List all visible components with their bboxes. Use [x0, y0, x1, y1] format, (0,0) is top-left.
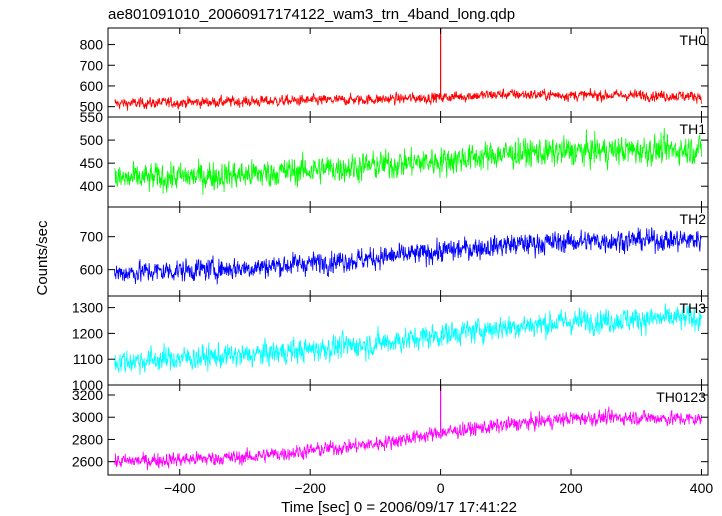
y-tick-label: 3200	[72, 387, 103, 403]
panel-label-th1: TH1	[680, 121, 707, 137]
y-tick-label: 700	[80, 57, 104, 73]
y-tick-label: 500	[80, 99, 104, 115]
series-line-th3	[114, 303, 702, 376]
y-tick-label: 400	[80, 178, 104, 194]
x-axis: −400 −200 0 200 400	[164, 480, 713, 496]
y-tick-label: 3000	[72, 409, 103, 425]
chart-title: ae801091010_20060917174122_wam3_trn_4ban…	[108, 6, 515, 23]
y-tick-label: 1200	[72, 325, 103, 341]
panel-th0123: 2600 2800 3000 3200 TH0123	[72, 384, 709, 476]
panel-th0: 500 600 700 800 TH0	[80, 27, 709, 118]
x-tick-label: −400	[164, 480, 196, 496]
panel-frame	[107, 206, 709, 297]
panel-th1: 400 450 500 550 TH1	[80, 109, 709, 208]
x-tick-label: 400	[690, 480, 714, 496]
y-tick-label: 500	[80, 132, 104, 148]
y-tick-label: 450	[80, 155, 104, 171]
x-tick-label: 200	[559, 480, 583, 496]
series-line-th0	[114, 87, 702, 111]
series-line-th0123	[114, 406, 702, 471]
panel-frame	[107, 295, 709, 386]
y-tick-label: 1000	[72, 377, 103, 393]
panel-label-th0123: TH0123	[656, 389, 706, 405]
y-axis-label: Counts/sec	[34, 220, 51, 296]
panel-frame	[107, 384, 709, 476]
y-tick-label: 700	[80, 229, 104, 245]
y-tick-label: 600	[80, 78, 104, 94]
y-tick-label: 1300	[72, 300, 103, 316]
y-tick-label: 2600	[72, 454, 103, 470]
y-tick-label: 2800	[72, 431, 103, 447]
y-tick-label: 600	[80, 262, 104, 278]
series-line-th1	[114, 127, 702, 195]
y-tick-label: 1100	[73, 351, 103, 367]
x-tick-label: 0	[437, 480, 445, 496]
y-tick-label: 550	[80, 109, 104, 125]
panel-th2: 600 700 TH2	[80, 206, 709, 297]
panel-label-th3: TH3	[680, 300, 707, 316]
series-line-th2	[114, 227, 702, 285]
y-tick-label: 800	[80, 37, 104, 53]
panel-label-th2: TH2	[680, 211, 707, 227]
panel-frame	[107, 27, 709, 118]
x-tick-label: −200	[294, 480, 326, 496]
panel-th3: 1000 1100 1200 1300 TH3	[72, 295, 709, 393]
x-axis-label: Time [sec] 0 = 2006/09/17 17:41:22	[281, 499, 517, 516]
panel-label-th0: TH0	[680, 32, 707, 48]
